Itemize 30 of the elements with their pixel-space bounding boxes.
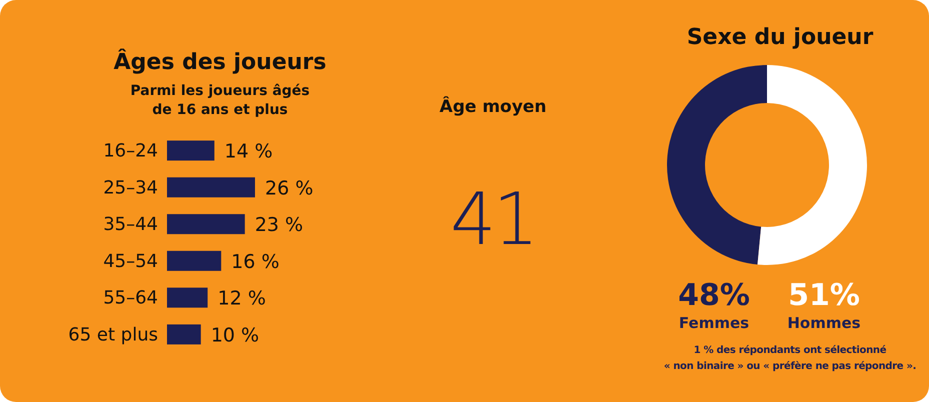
bar xyxy=(167,288,208,308)
data-label: 14 % xyxy=(224,140,273,163)
y-tick-label: 35–44 xyxy=(103,214,158,236)
data-label: 26 % xyxy=(265,177,314,200)
data-label: 12 % xyxy=(218,288,266,310)
text: 41 xyxy=(450,177,536,261)
y-tick-label: 16–24 xyxy=(103,140,158,162)
chart-title: Âges des joueurs xyxy=(114,48,326,75)
data-label: 51% xyxy=(788,278,860,313)
bar xyxy=(167,177,255,198)
donut-slice xyxy=(667,65,767,265)
chart-title: Sexe du joueur xyxy=(686,25,874,50)
data-label: 23 % xyxy=(254,214,304,236)
slice-label: Femmes xyxy=(678,314,750,332)
data-label: 16 % xyxy=(231,250,280,273)
data-label: 10 % xyxy=(210,324,260,346)
data-label: 48% xyxy=(678,278,750,313)
donut-slice xyxy=(757,65,867,265)
chart-subtitle: Parmi les joueurs âgés de 16 ans et plus xyxy=(130,83,310,118)
slice-label: Hommes xyxy=(787,314,861,332)
text: Âge moyen xyxy=(440,96,546,117)
bar xyxy=(167,250,222,271)
y-tick-label: 55–64 xyxy=(103,288,158,309)
bar xyxy=(167,324,201,344)
y-tick-label: 65 et plus xyxy=(68,324,158,346)
bar xyxy=(167,214,245,234)
y-tick-label: 45–54 xyxy=(103,250,158,272)
text: 1 % des répondants ont sélectionné « non binaire » ou « préfère ne pas répondre ». xyxy=(664,345,916,372)
y-tick-label: 25–34 xyxy=(103,177,158,198)
bar xyxy=(167,140,214,161)
